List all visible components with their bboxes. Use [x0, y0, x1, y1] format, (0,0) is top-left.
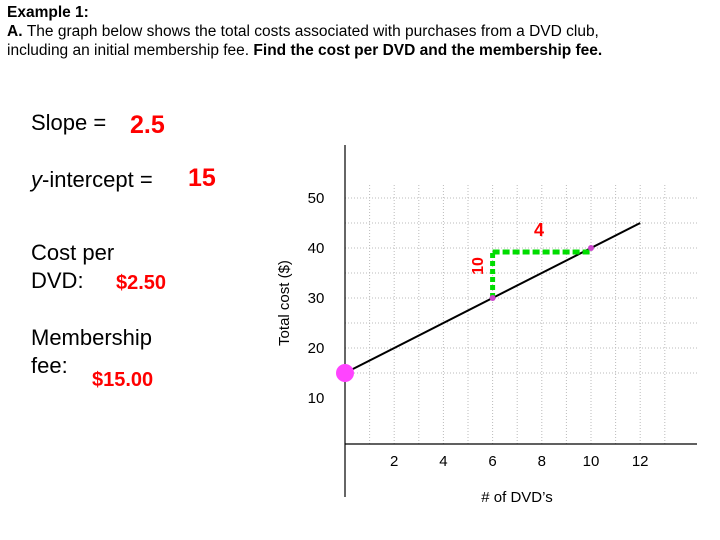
- membership-fee-value: $15.00: [92, 369, 154, 391]
- part-label: A.: [7, 23, 23, 40]
- y-intercept-label-y: y: [31, 167, 42, 192]
- x-tick-label: 8: [538, 453, 546, 470]
- y-tick-label: 30: [308, 290, 325, 307]
- data-point: [489, 295, 496, 301]
- membership-fee-label-line2: fee:: [31, 353, 68, 378]
- y-tick-label: 50: [308, 190, 325, 207]
- problem-text-2: The graph below shows the total costs as…: [26, 23, 599, 40]
- x-tick-label: 2: [390, 453, 398, 470]
- example-title: Example 1:: [7, 4, 89, 21]
- x-axis-label: # of DVD’s: [481, 489, 552, 506]
- y-intercept-value: 15: [188, 164, 216, 192]
- problem-header: Example 1: A. The graph below shows the …: [7, 3, 717, 60]
- slope-label: Slope =: [31, 110, 107, 135]
- problem-text-3: including an initial membership fee.: [7, 42, 250, 59]
- problem-question: Find the cost per DVD and the membership…: [253, 42, 603, 59]
- x-tick-label: 6: [488, 453, 496, 470]
- y-axis-label: Total cost ($): [276, 260, 293, 346]
- slope-value: 2.5: [130, 111, 165, 139]
- problem-line-3: including an initial membership fee. Fin…: [7, 41, 717, 60]
- x-tick-label: 4: [439, 453, 447, 470]
- data-point: [588, 245, 594, 251]
- x-tick-label: 12: [632, 453, 649, 470]
- x-tick-label: 10: [583, 453, 600, 470]
- y-tick-label: 10: [308, 390, 325, 407]
- cost-per-dvd-label-line2: DVD:: [31, 268, 84, 293]
- rise-label: 10: [470, 257, 487, 275]
- y-intercept-label-rest: -intercept =: [42, 167, 153, 192]
- cost-per-dvd-label-line1: Cost per: [31, 240, 115, 265]
- membership-fee-label-line1: Membership: [31, 325, 153, 350]
- chart-grid: [345, 185, 697, 444]
- problem-line-2: A. The graph below shows the total costs…: [7, 22, 717, 41]
- y-intercept-point: [336, 364, 354, 382]
- run-label: 4: [534, 220, 544, 240]
- y-tick-label: 40: [308, 240, 325, 257]
- y-intercept-label: y-intercept =: [31, 167, 153, 193]
- y-tick-label: 20: [308, 340, 325, 357]
- cost-per-dvd-value: $2.50: [116, 272, 167, 294]
